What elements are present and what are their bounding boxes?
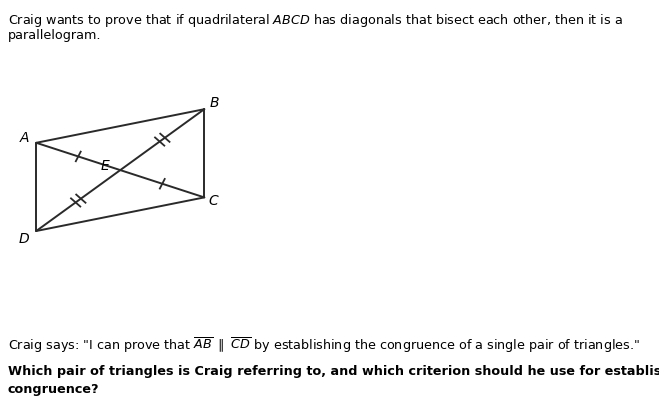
Text: $\mathit{D}$: $\mathit{D}$ xyxy=(18,231,30,246)
Text: $\mathit{C}$: $\mathit{C}$ xyxy=(208,194,220,208)
Text: Craig says: "I can prove that $\overline{\mathit{AB}}$ $\parallel$ $\overline{\m: Craig says: "I can prove that $\overline… xyxy=(8,336,640,355)
Text: Which pair of triangles is Craig referring to, and which criterion should he use: Which pair of triangles is Craig referri… xyxy=(8,365,659,378)
Text: $\mathit{E}$: $\mathit{E}$ xyxy=(100,159,111,173)
Text: Craig wants to prove that if quadrilateral $\mathit{ABCD}$ has diagonals that bi: Craig wants to prove that if quadrilater… xyxy=(8,12,623,29)
Text: $\mathit{B}$: $\mathit{B}$ xyxy=(209,96,219,110)
Text: congruence?: congruence? xyxy=(8,383,100,396)
Text: parallelogram.: parallelogram. xyxy=(8,29,101,42)
Text: $\mathit{A}$: $\mathit{A}$ xyxy=(18,131,30,145)
